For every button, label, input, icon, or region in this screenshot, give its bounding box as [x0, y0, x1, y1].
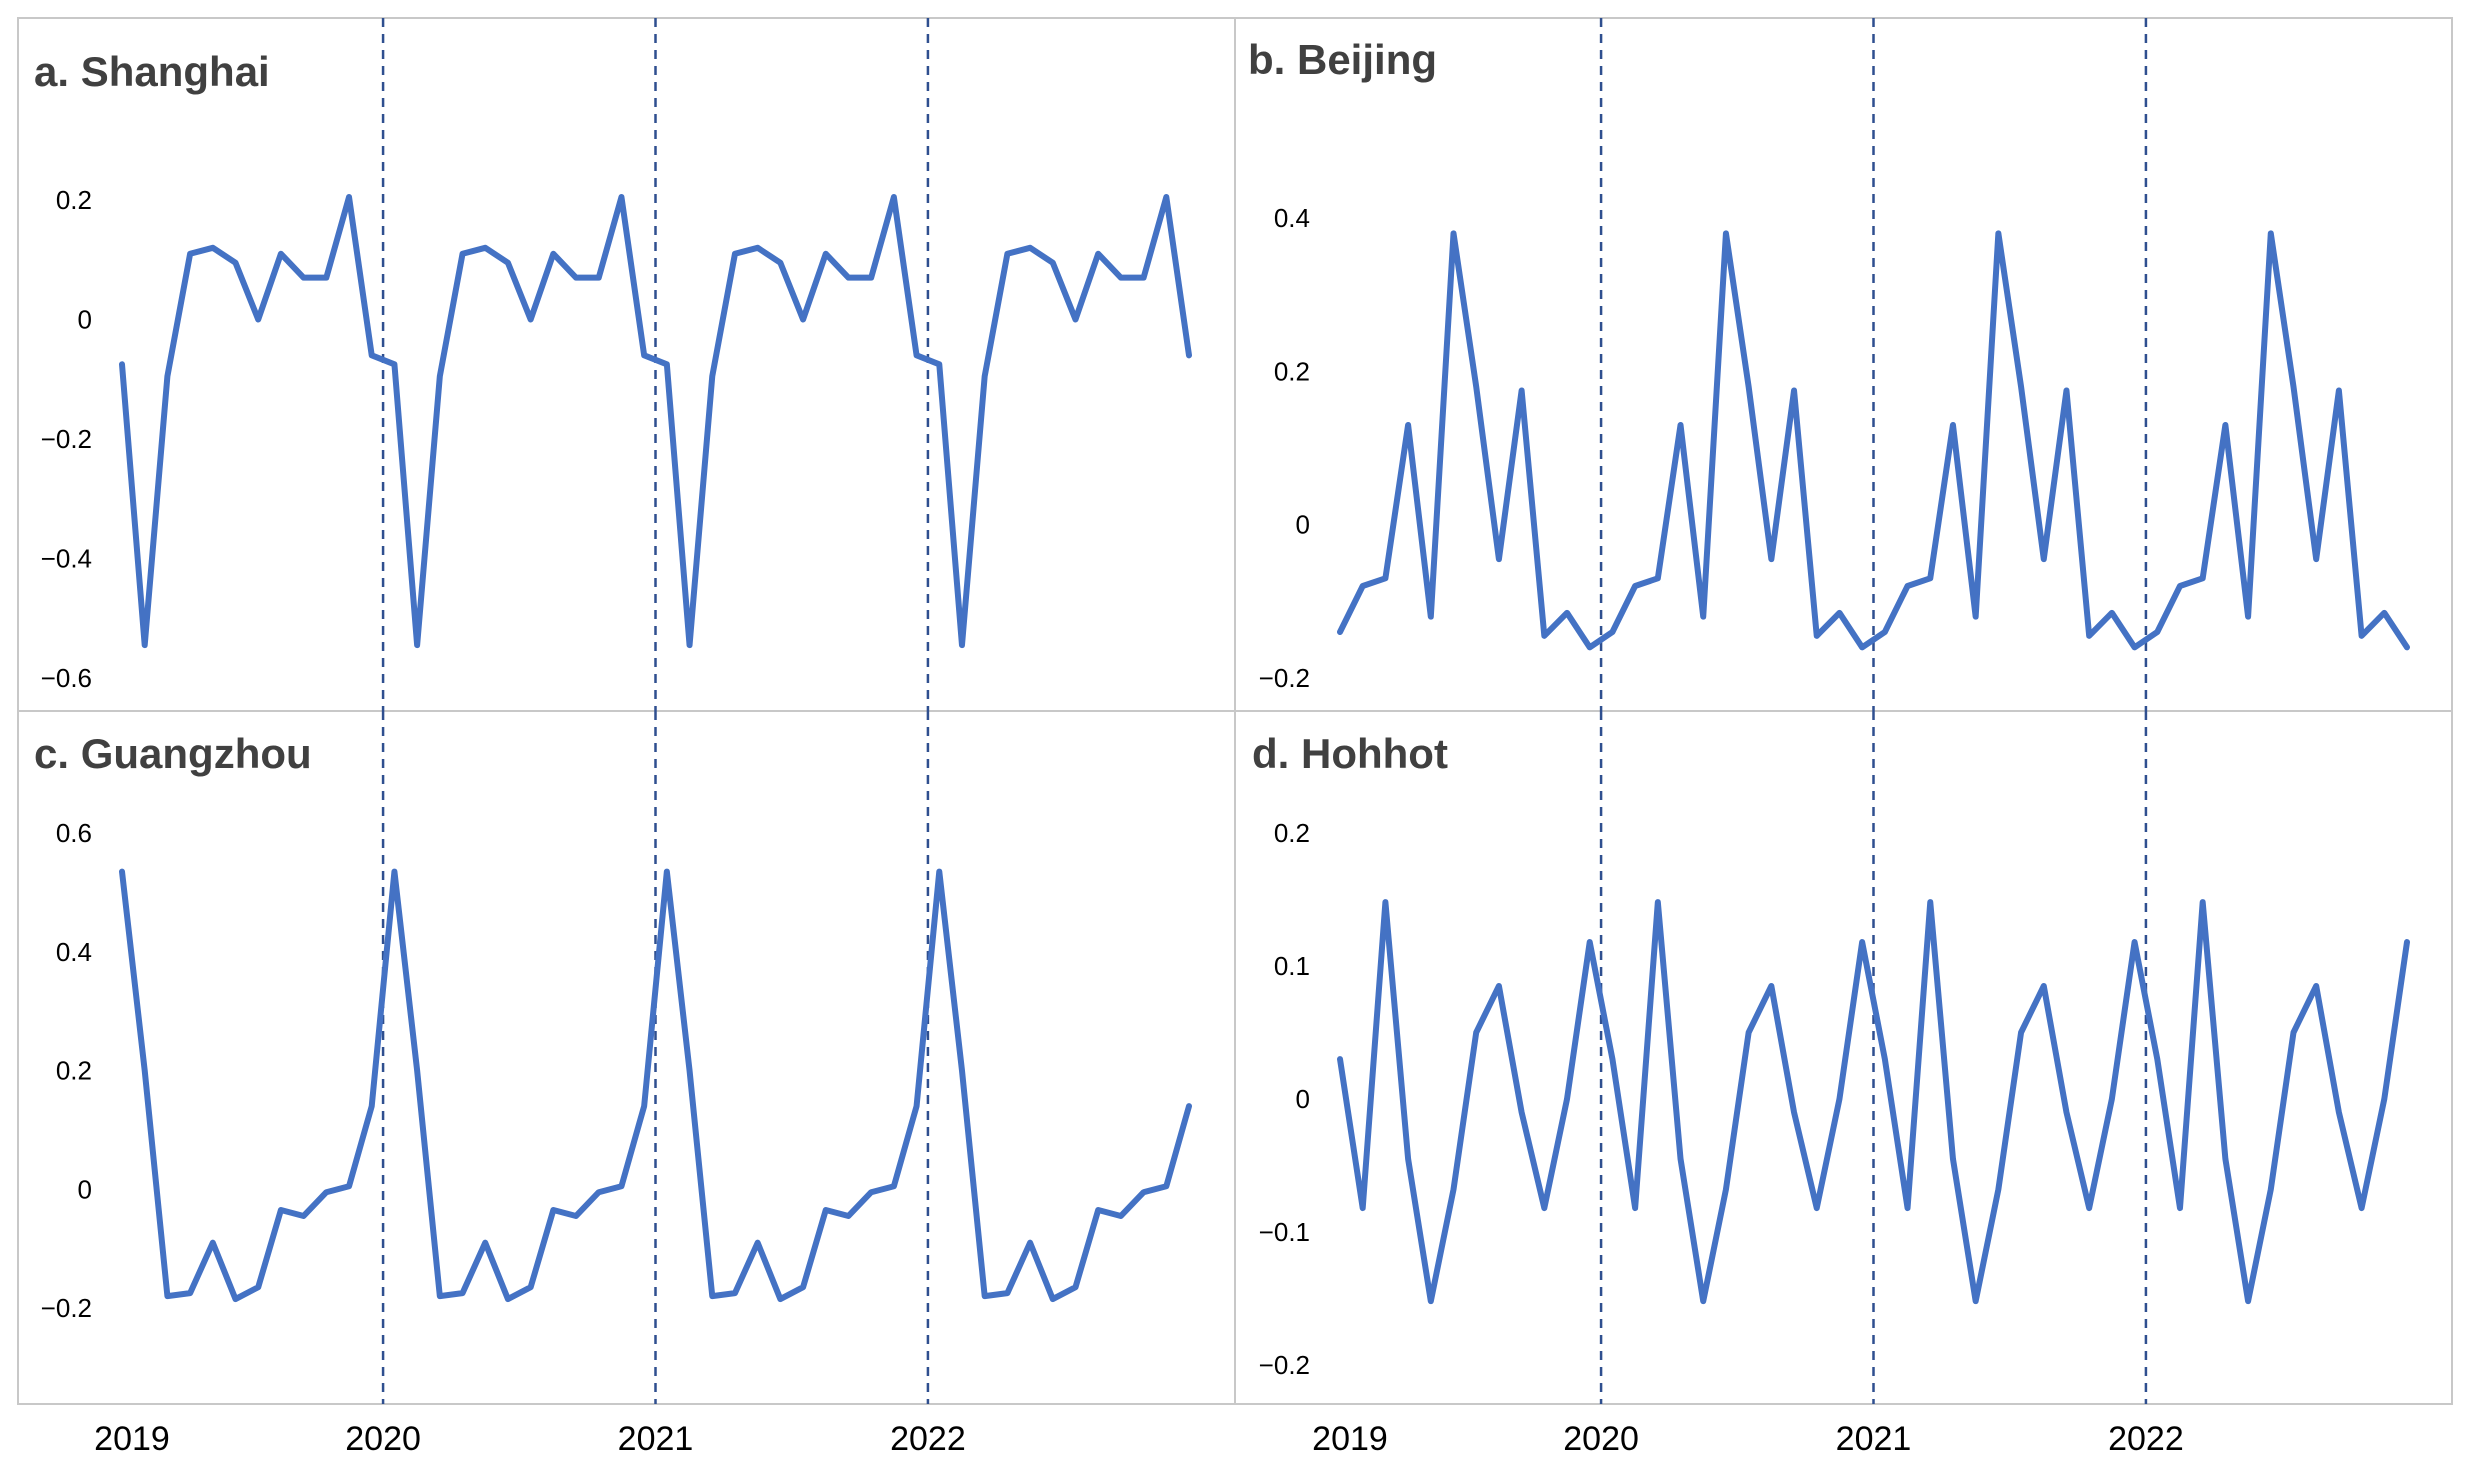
y-tick-label: −0.2 — [41, 1293, 92, 1323]
panel-hohhot: d. Hohhot 0.2 0.1 0 −0.1 −0.2 — [1252, 711, 2410, 1404]
y-tick-label: −0.2 — [1259, 1350, 1310, 1380]
y-tick-label: −0.2 — [41, 424, 92, 454]
series-line — [119, 868, 1192, 1303]
y-tick-label: 0.2 — [56, 1056, 92, 1086]
series-line — [119, 194, 1192, 649]
y-tick-label: −0.6 — [41, 663, 92, 693]
x-tick-label: 2020 — [1563, 1420, 1639, 1458]
y-tick-label: 0.2 — [1274, 356, 1310, 386]
x-axis-left: 2019 2020 2021 2022 — [94, 1420, 966, 1458]
panel-title: c. Guangzhou — [34, 730, 312, 777]
panel-title: a. Shanghai — [34, 48, 270, 95]
x-tick-label: 2022 — [890, 1420, 966, 1458]
y-tick-label: 0.2 — [56, 185, 92, 215]
panel-beijing: b. Beijing 0.4 0.2 0 −0.2 — [1248, 18, 2410, 711]
y-tick-label: 0.6 — [56, 818, 92, 848]
panel-guangzhou: c. Guangzhou 0.6 0.4 0.2 0 −0.2 — [34, 711, 1192, 1404]
y-tick-label: 0 — [78, 1174, 92, 1204]
x-tick-label: 2021 — [618, 1420, 694, 1458]
x-axis-right: 2019 2020 2021 2022 — [1312, 1420, 2184, 1458]
y-tick-label: −0.1 — [1259, 1217, 1310, 1247]
y-tick-label: 0.4 — [1274, 203, 1310, 233]
x-tick-label: 2020 — [345, 1420, 421, 1458]
y-tick-label: 0 — [1296, 1084, 1310, 1114]
x-tick-label: 2019 — [94, 1420, 170, 1458]
y-tick-label: 0.2 — [1274, 818, 1310, 848]
y-tick-label: 0 — [1296, 510, 1310, 540]
y-tick-label: 0.1 — [1274, 951, 1310, 981]
y-tick-label: 0.4 — [56, 937, 92, 967]
y-tick-label: 0 — [78, 305, 92, 335]
panel-shanghai: a. Shanghai 0.2 0 −0.2 −0.4 −0.6 — [34, 18, 1192, 711]
x-tick-label: 2022 — [2108, 1420, 2184, 1458]
panel-title: b. Beijing — [1248, 36, 1437, 83]
y-tick-label: −0.2 — [1259, 663, 1310, 693]
panel-title: d. Hohhot — [1252, 730, 1448, 777]
x-tick-label: 2019 — [1312, 1420, 1388, 1458]
x-tick-label: 2021 — [1836, 1420, 1912, 1458]
series-line — [1337, 230, 2410, 651]
y-tick-label: −0.4 — [41, 544, 92, 574]
series-line — [1337, 899, 2410, 1305]
